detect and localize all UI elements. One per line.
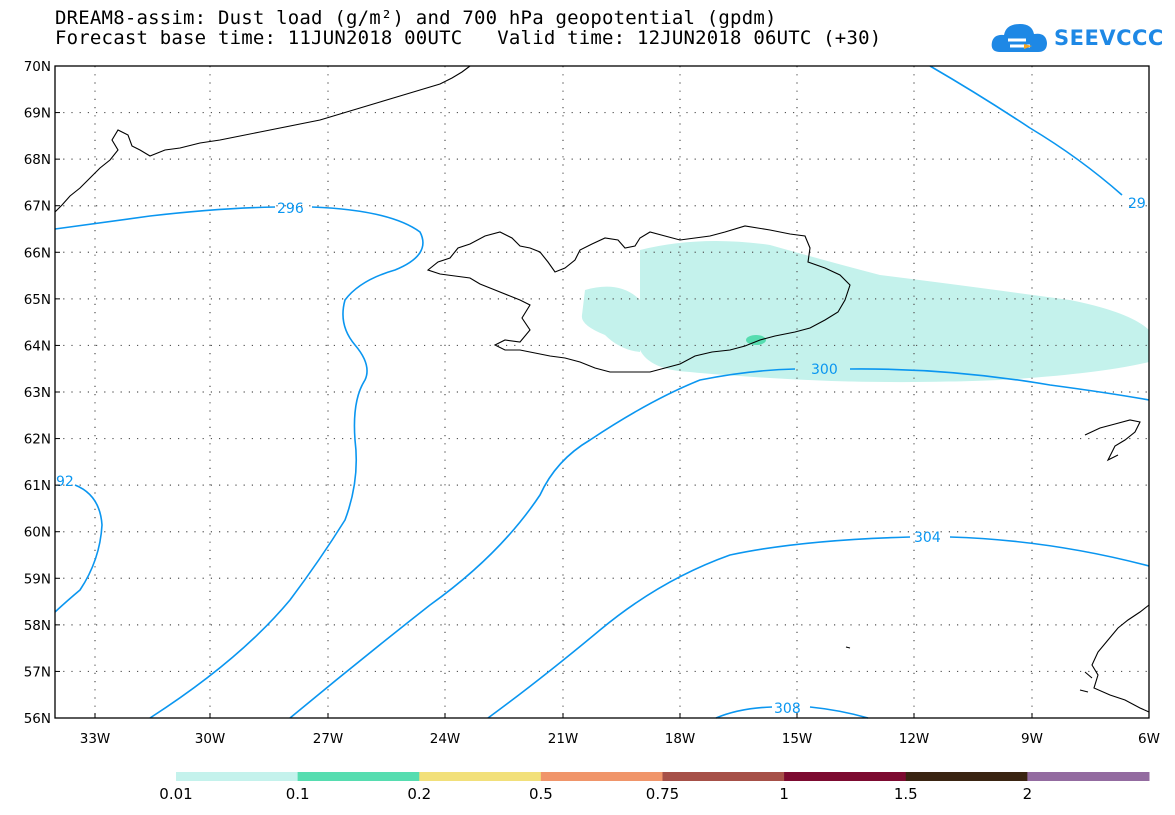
lat-label: 64N — [24, 338, 51, 354]
contour-296-north — [54, 206, 424, 719]
colorbar-swatch — [176, 772, 299, 781]
lat-label: 66N — [24, 245, 51, 261]
colorbar-label: 0.2 — [407, 785, 431, 803]
lat-label: 70N — [24, 59, 51, 75]
lon-label: 33W — [80, 731, 111, 747]
lon-label: 9W — [1021, 731, 1043, 747]
colorbar-swatch — [662, 772, 785, 781]
lat-label: 57N — [24, 664, 51, 680]
colorbar-swatch — [784, 772, 907, 781]
dust-plume — [635, 241, 1149, 383]
faroe-shetland-coast — [1084, 419, 1141, 462]
lat-label: 56N — [24, 711, 51, 727]
contour-308 — [715, 706, 869, 719]
title-line-1: DREAM8-assim: Dust load (g/m²) and 700 h… — [55, 7, 777, 29]
lon-label: 21W — [548, 731, 579, 747]
seevccc-logo: SEEVCCC — [990, 18, 1164, 58]
colorbar-label: 0.1 — [286, 785, 310, 803]
contour-label-300: 300 — [811, 362, 838, 378]
scotland-islands — [845, 646, 1093, 693]
lat-label: 63N — [24, 385, 51, 401]
lat-label: 67N — [24, 199, 51, 215]
colorbar-swatch — [419, 772, 542, 781]
colorbar: 0.01 0.1 0.2 0.5 0.75 1 1.5 2 — [159, 772, 1150, 803]
coastlines — [54, 65, 1150, 713]
colorbar-swatch — [905, 772, 1028, 781]
graticule — [55, 66, 1149, 718]
lat-label: 65N — [24, 292, 51, 308]
colorbar-label: 0.01 — [159, 785, 192, 803]
lat-label: 69N — [24, 106, 51, 122]
logo-text: SEEVCCC — [1054, 26, 1164, 50]
lat-label: 61N — [24, 478, 51, 494]
colorbar-label: 2 — [1023, 785, 1033, 803]
contour-304 — [487, 536, 1150, 719]
lon-label: 30W — [195, 731, 226, 747]
colorbar-swatch — [297, 772, 420, 781]
contour-label-92: 92 — [56, 474, 74, 490]
lat-label: 62N — [24, 432, 51, 448]
contour-label-29: 29 — [1128, 196, 1146, 212]
scotland-coast — [1091, 604, 1150, 713]
lon-label: 27W — [313, 731, 344, 747]
lat-label: 58N — [24, 618, 51, 634]
map-plot: 296 300 304 308 29 92 70N 69N 68N 67N 66N 65N… — [24, 59, 1160, 747]
lon-label: 6W — [1138, 731, 1160, 747]
dust-hotspot — [746, 335, 766, 345]
longitude-labels: 33W 30W 27W 24W 21W 18W 15W 12W 9W 6W — [80, 713, 1160, 747]
contour-300 — [289, 368, 1150, 719]
lon-label: 24W — [430, 731, 461, 747]
lat-label: 59N — [24, 571, 51, 587]
colorbar-label: 0.5 — [529, 785, 553, 803]
contour-296-northeast — [929, 65, 1123, 196]
lat-label: 68N — [24, 152, 51, 168]
lon-label: 12W — [899, 731, 930, 747]
lat-label: 60N — [24, 525, 51, 541]
colorbar-label: 1 — [779, 785, 789, 803]
lon-label: 15W — [782, 731, 813, 747]
title-line-2: Forecast base time: 11JUN2018 00UTC Vali… — [55, 27, 882, 49]
contour-label-296: 296 — [277, 201, 304, 217]
contour-label-308: 308 — [774, 701, 801, 717]
geopotential-contours — [54, 65, 1150, 719]
contour-292-west — [54, 484, 103, 613]
colorbar-label: 1.5 — [894, 785, 918, 803]
colorbar-label: 0.75 — [646, 785, 679, 803]
cloud-icon — [991, 24, 1047, 52]
lon-label: 18W — [665, 731, 696, 747]
latitude-labels: 70N 69N 68N 67N 66N 65N 64N 63N 62N 61N 60N 59N 58N 5… — [24, 59, 60, 727]
dust-plume-west — [581, 286, 640, 352]
contour-label-304: 304 — [914, 530, 941, 546]
greenland-coast — [54, 65, 471, 213]
colorbar-swatch — [540, 772, 663, 781]
iceland-coast — [426, 225, 851, 373]
colorbar-swatch — [1027, 772, 1150, 781]
